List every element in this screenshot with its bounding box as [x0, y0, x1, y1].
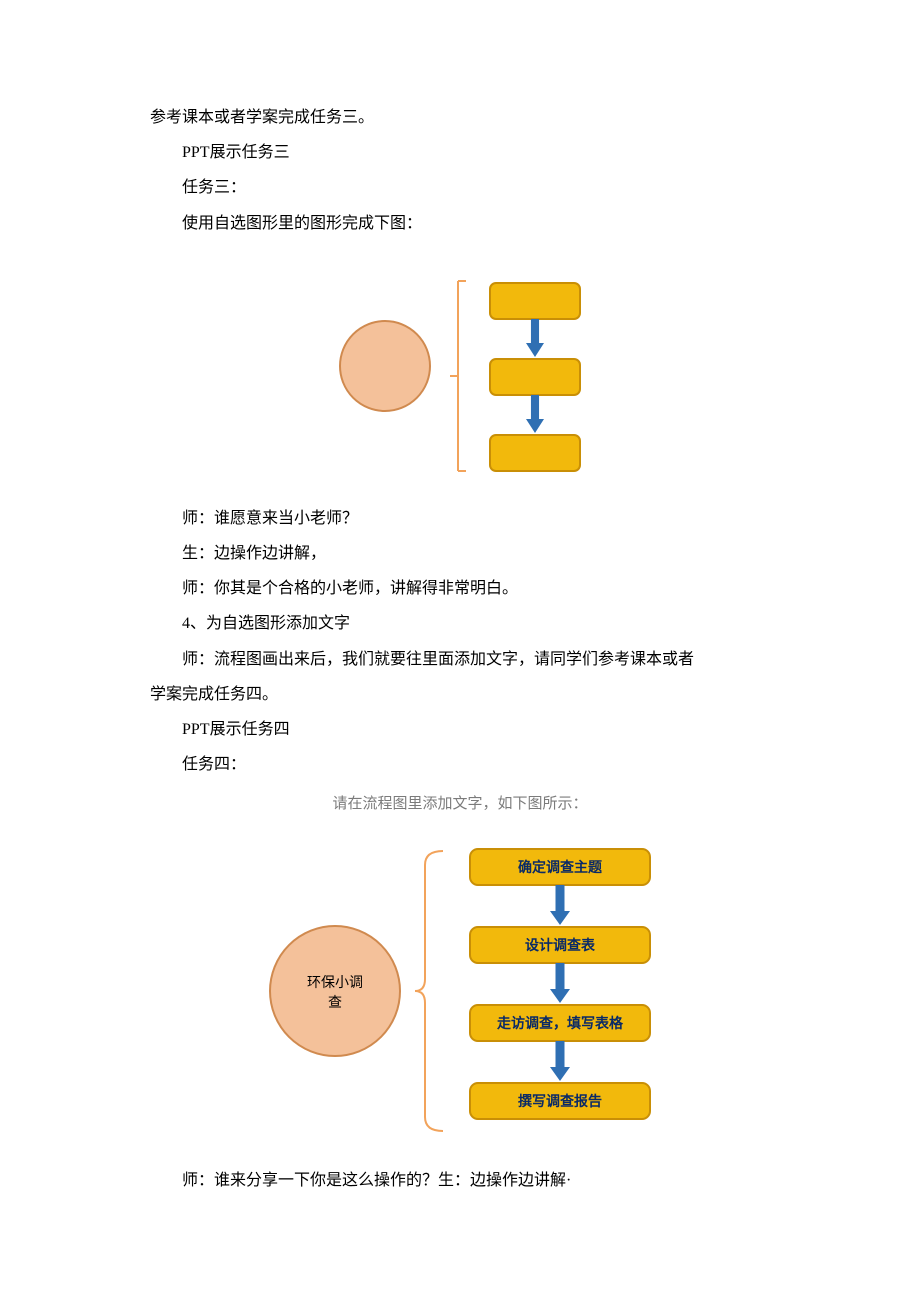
diagram-2: 环保小调查 确定调查主题设计调查表走访调查，填写表格撰写调查报告: [250, 831, 670, 1143]
diagram-2-container: 环保小调查 确定调查主题设计调查表走访调查，填写表格撰写调查报告: [150, 831, 770, 1143]
paragraph: 师：谁愿意来当小老师？: [150, 501, 770, 536]
paragraph: 使用自选图形里的图形完成下图：: [150, 206, 770, 241]
paragraph: 学案完成任务四。: [150, 677, 770, 712]
paragraph: 4、为自选图形添加文字: [150, 606, 770, 641]
paragraph: 任务四：: [150, 747, 770, 782]
paragraph: PPT展示任务四: [150, 712, 770, 747]
paragraph: 师：流程图画出来后，我们就要往里面添加文字，请同学们参考课本或者: [150, 642, 770, 677]
svg-text:确定调查主题: 确定调查主题: [518, 859, 603, 876]
svg-text:查: 查: [328, 995, 342, 1011]
paragraph: 师：谁来分享一下你是这么操作的？生：边操作边讲解·: [150, 1163, 770, 1198]
svg-text:设计调查表: 设计调查表: [525, 937, 596, 954]
svg-text:环保小调: 环保小调: [307, 975, 363, 991]
paragraph: 生：边操作边讲解，: [150, 536, 770, 571]
diagram-1: [330, 271, 590, 481]
paragraph: 任务三：: [150, 170, 770, 205]
diagram-2-caption: 请在流程图里添加文字，如下图所示：: [150, 788, 770, 821]
paragraph: PPT展示任务三: [150, 135, 770, 170]
svg-text:走访调查，填写表格: 走访调查，填写表格: [497, 1015, 624, 1032]
diagram-1-container: [150, 271, 770, 481]
paragraph: 参考课本或者学案完成任务三。: [150, 100, 770, 135]
paragraph: 师：你其是个合格的小老师，讲解得非常明白。: [150, 571, 770, 606]
svg-text:撰写调查报告: 撰写调查报告: [518, 1093, 602, 1110]
